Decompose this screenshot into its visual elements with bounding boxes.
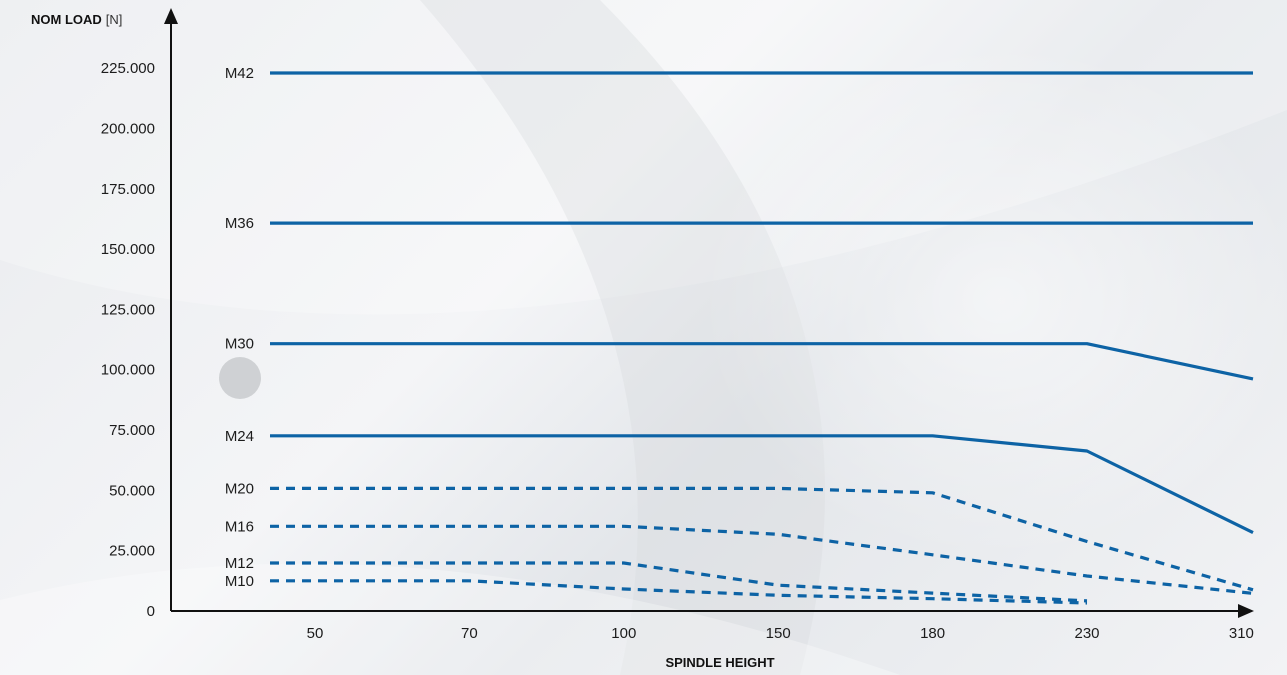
- series-line-m20: [270, 486, 1254, 592]
- series-label-m36: M36: [225, 215, 254, 232]
- y-tick-label: 75.000: [109, 422, 155, 439]
- y-tick-label: 175.000: [101, 181, 155, 198]
- x-tick-label: 180: [920, 625, 945, 642]
- marker-dot: [219, 357, 261, 399]
- series-label-m30: M30: [225, 336, 254, 353]
- axes: 0 25.000 50.000 75.000 100.000 125.000 150.000…: [101, 8, 1254, 642]
- y-tick-label: 225.000: [101, 60, 155, 77]
- x-tick-label: 310: [1229, 625, 1254, 642]
- x-tick-label: 150: [766, 625, 791, 642]
- series-label-m42: M42: [225, 65, 254, 82]
- x-tick-label: 230: [1074, 625, 1099, 642]
- series-label-m16: M16: [225, 518, 254, 535]
- y-tick-label: 25.000: [109, 543, 155, 560]
- x-axis-arrow: [1238, 604, 1254, 618]
- y-tick-label: 0: [147, 603, 155, 620]
- series-line-m30: [270, 342, 1254, 381]
- y-tick-label: 50.000: [109, 482, 155, 499]
- series-line-m24: [270, 434, 1254, 535]
- y-tick-label: 100.000: [101, 362, 155, 379]
- y-axis-title: NOM LOAD [N]: [31, 12, 122, 27]
- y-tick-label: 125.000: [101, 301, 155, 318]
- series-label-m20: M20: [225, 480, 254, 497]
- x-tick-label: 50: [307, 625, 324, 642]
- y-axis-arrow: [164, 8, 178, 24]
- series-line-m10: [270, 579, 1088, 605]
- x-tick-label: 70: [461, 625, 478, 642]
- series-label-m12: M12: [225, 555, 254, 572]
- x-axis-title: SPINDLE HEIGHT: [665, 655, 774, 670]
- series-line-m16: [270, 524, 1254, 595]
- y-tick-label: 200.000: [101, 120, 155, 137]
- series-layer: [270, 71, 1254, 605]
- x-tick-label: 100: [611, 625, 636, 642]
- series-label-m10: M10: [225, 573, 254, 590]
- y-tick-label: 150.000: [101, 241, 155, 258]
- series-label-m24: M24: [225, 428, 254, 445]
